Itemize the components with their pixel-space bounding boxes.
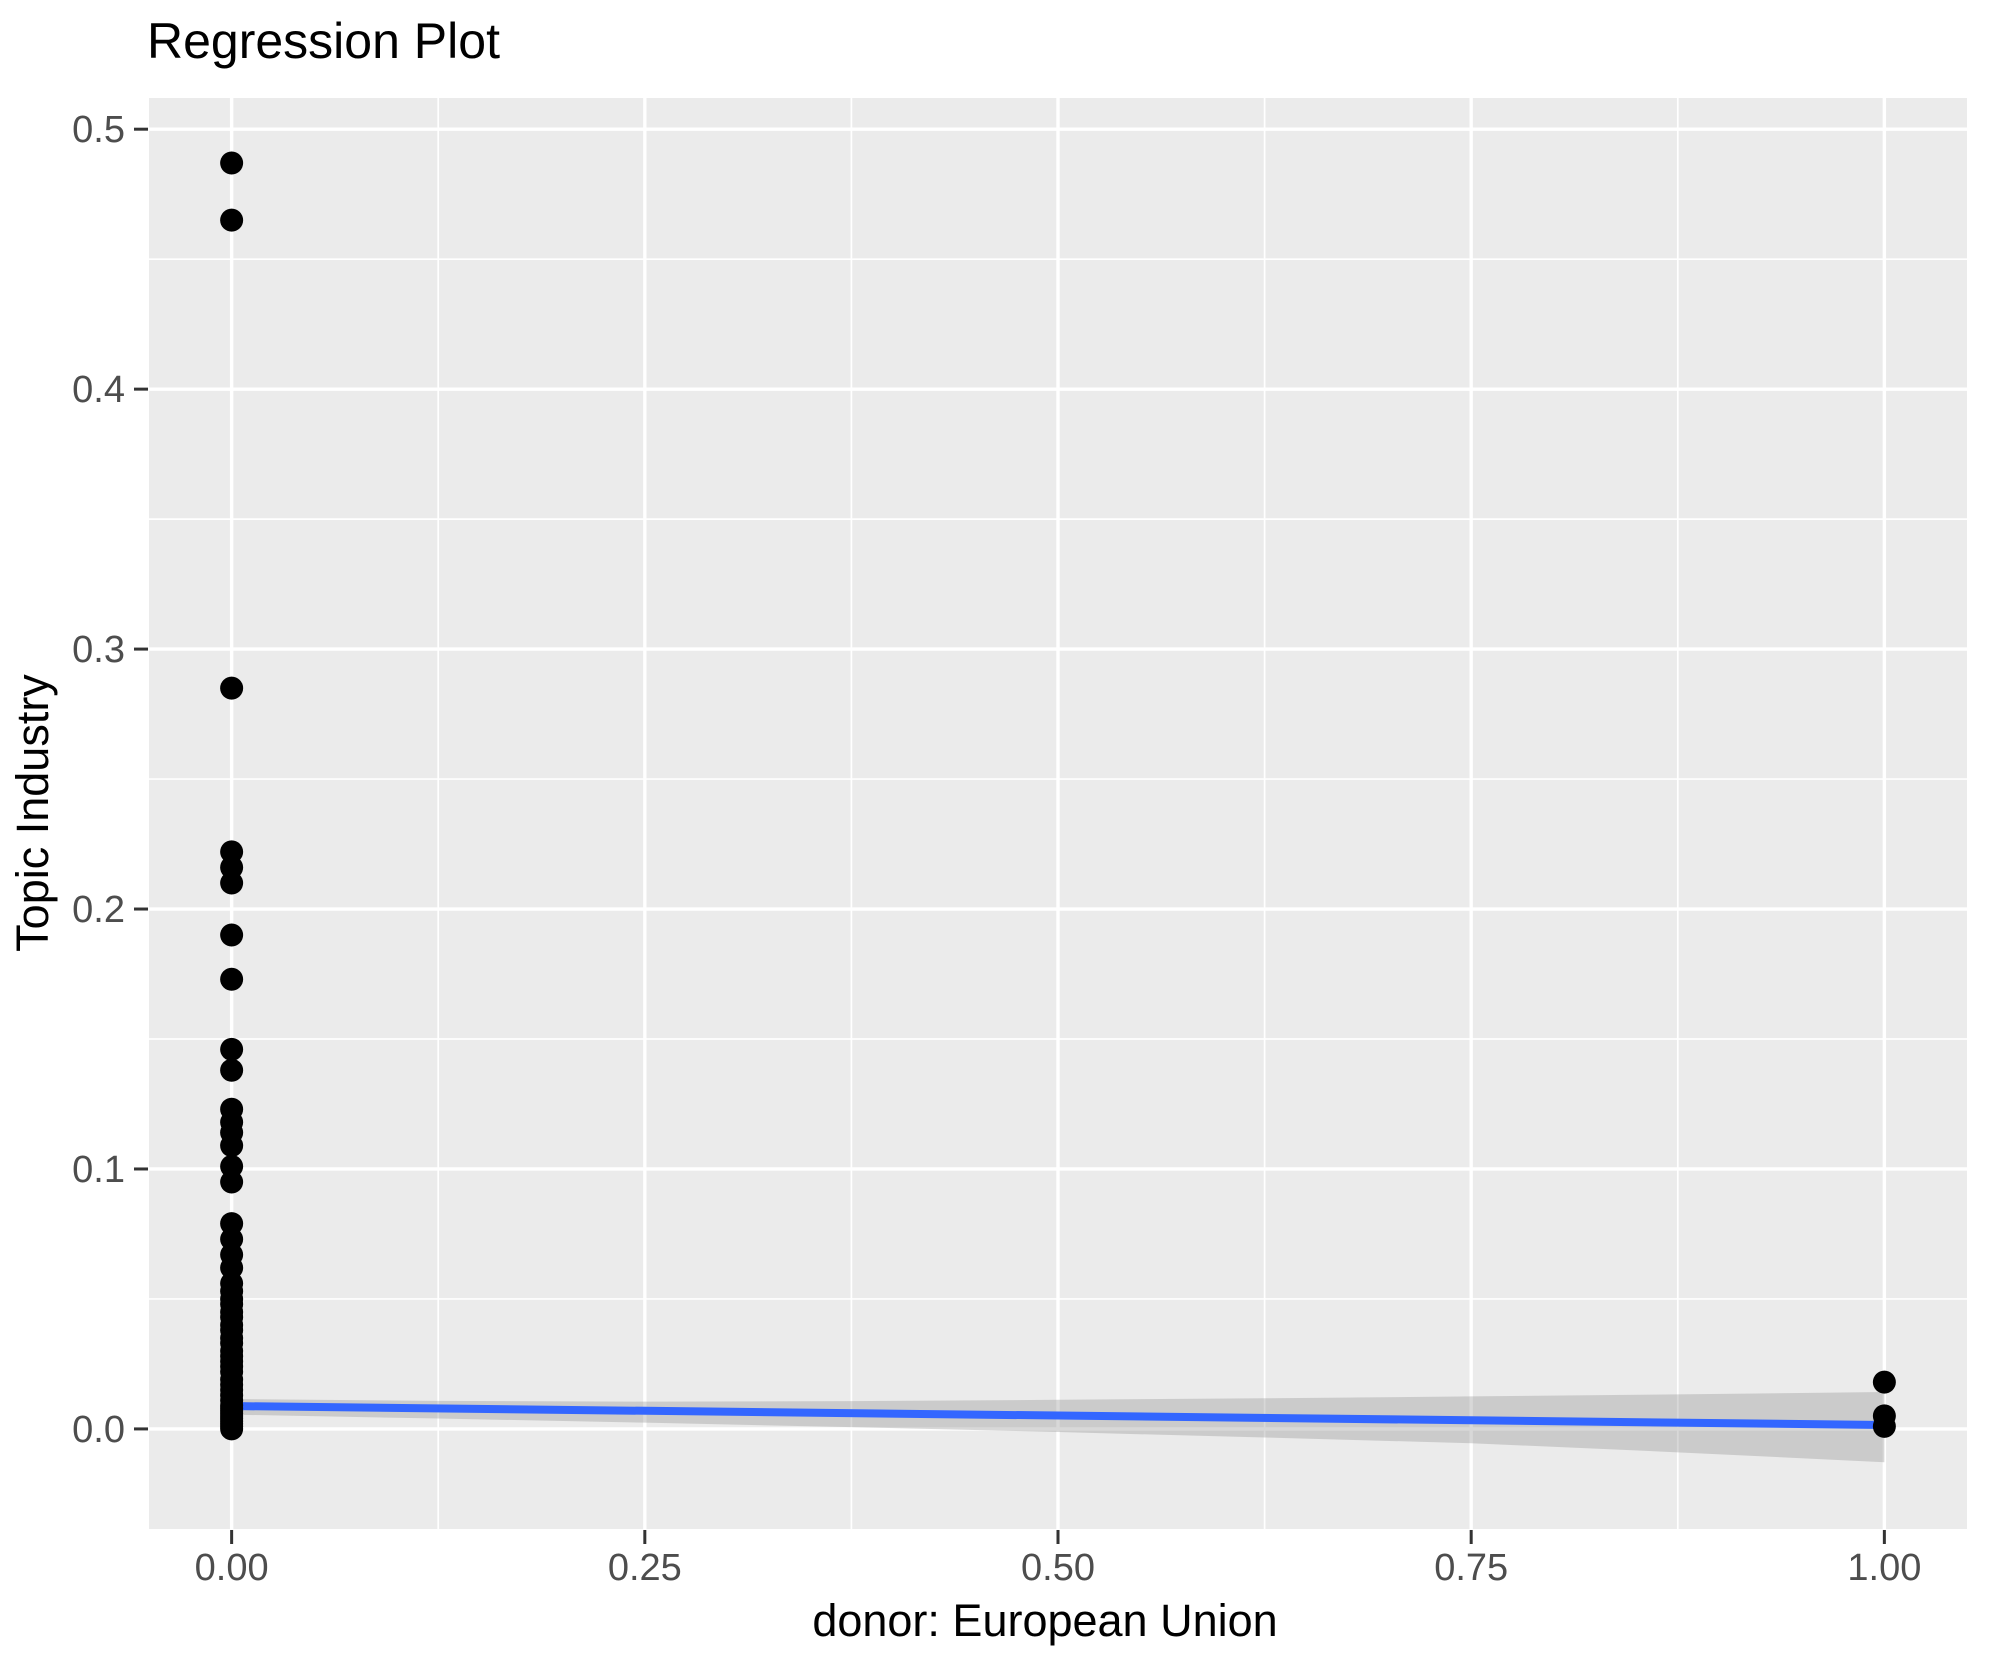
data-point [220,871,244,895]
y-axis-title: Topic Industry [7,674,58,952]
y-tick-label: 0.3 [72,629,125,671]
data-point [220,1134,244,1158]
plot-title: Regression Plot [147,13,500,69]
data-point [220,967,244,991]
plot-panel [149,98,1967,1529]
y-tick-label: 0.4 [72,369,125,411]
data-point [220,676,244,700]
x-tick-label: 0.50 [1021,1547,1095,1589]
data-point [220,1037,244,1061]
y-tick-label: 0.5 [72,109,125,151]
y-tick-label: 0.2 [72,889,125,931]
x-tick-label: 0.00 [195,1547,269,1589]
x-tick-label: 0.75 [1434,1547,1508,1589]
data-point [220,151,244,175]
axis-ticks: 0.00 0.25 0.50 0.75 1.00 0.0 0.1 0.2 0.3 0.4 0.5 [72,109,1921,1589]
data-point [220,1417,244,1441]
regression-line [231,1402,1885,1430]
data-point [1872,1370,1896,1394]
y-tick-label: 0.1 [72,1149,125,1191]
x-tick-label: 1.00 [1847,1547,1921,1589]
data-point [1872,1414,1896,1438]
observations-x1 [1872,1370,1896,1438]
x-axis-title: donor: European Union [812,1595,1277,1646]
data-point [220,923,244,947]
y-tick-label: 0.0 [72,1409,125,1451]
data-point [220,1058,244,1082]
x-tick-label: 0.25 [608,1547,682,1589]
data-point [220,208,244,232]
observations-x0 [220,151,244,1441]
data-point [220,1170,244,1194]
